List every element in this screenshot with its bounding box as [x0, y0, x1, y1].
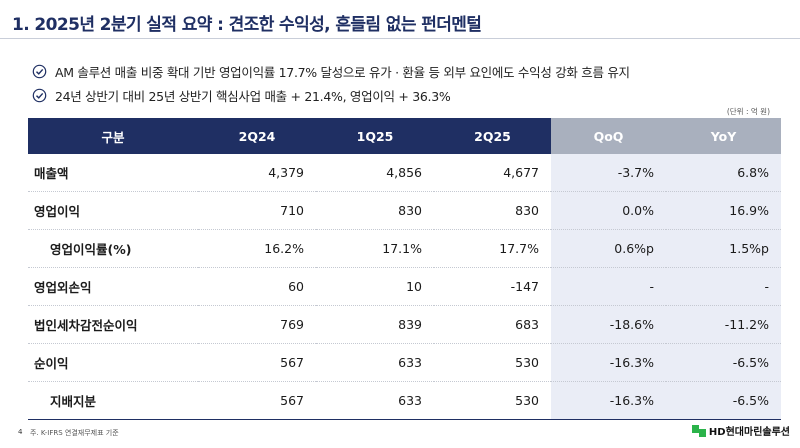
- table-cell: -6.5%: [666, 343, 781, 382]
- column-header: 1Q25: [316, 118, 434, 154]
- table-row: 영업외손익 60 10 -147 - -: [28, 267, 781, 306]
- table-cell: -147: [434, 267, 551, 306]
- table-cell: 16.9%: [666, 191, 781, 230]
- table-cell: -11.2%: [666, 305, 781, 344]
- table-cell: 769: [198, 305, 316, 344]
- table-cell: 633: [316, 381, 434, 420]
- table-cell: 567: [198, 343, 316, 382]
- table-cell: -18.6%: [551, 305, 666, 344]
- table-cell: 0.6%p: [551, 229, 666, 268]
- table-row: 영업이익 710 830 830 0.0% 16.9%: [28, 191, 781, 230]
- bullet-item-1: AM 솔루션 매출 비중 확대 기반 영업이익률 17.7% 달성으로 유가 ·…: [32, 62, 630, 81]
- table-cell: 830: [434, 191, 551, 230]
- table-cell: 567: [198, 381, 316, 420]
- table-header-row: 구분 2Q24 1Q25 2Q25 QoQ YoY: [28, 118, 781, 154]
- column-header: QoQ: [551, 118, 666, 154]
- column-header: YoY: [666, 118, 781, 154]
- check-circle-icon: [32, 64, 47, 79]
- table-cell: 17.7%: [434, 229, 551, 268]
- row-label: 매출액: [28, 154, 198, 192]
- page-title: 1. 2025년 2분기 실적 요약 : 견조한 수익성, 흔들림 없는 펀더멘…: [12, 15, 482, 35]
- table-cell: 4,677: [434, 154, 551, 192]
- results-table: 구분 2Q24 1Q25 2Q25 QoQ YoY 매출액 4,379 4,85…: [28, 118, 781, 420]
- table-cell: -16.3%: [551, 381, 666, 420]
- table-cell: 633: [316, 343, 434, 382]
- table-cell: -: [666, 267, 781, 306]
- page-number: 4: [18, 428, 23, 436]
- bullet-text-1: AM 솔루션 매출 비중 확대 기반 영업이익률 17.7% 달성으로 유가 ·…: [55, 65, 630, 80]
- table-row: 영업이익률(%) 16.2% 17.1% 17.7% 0.6%p 1.5%p: [28, 229, 781, 268]
- table-cell: -16.3%: [551, 343, 666, 382]
- footnote: 주. K-IFRS 연결재무제표 기준: [30, 429, 119, 437]
- table-cell: -3.7%: [551, 154, 666, 192]
- table-cell: 710: [198, 191, 316, 230]
- table-cell: 839: [316, 305, 434, 344]
- bullet-item-2: 24년 상반기 대비 25년 상반기 핵심사업 매출 + 21.4%, 영업이익…: [32, 86, 451, 105]
- row-label: 순이익: [28, 343, 198, 382]
- unit-note: (단위 : 억 원): [726, 107, 770, 116]
- table-cell: 1.5%p: [666, 229, 781, 268]
- table-cell: 4,856: [316, 154, 434, 192]
- column-header: 2Q25: [434, 118, 551, 154]
- table-row: 매출액 4,379 4,856 4,677 -3.7% 6.8%: [28, 154, 781, 192]
- row-label: 영업이익률(%): [28, 229, 198, 268]
- table-cell: 4,379: [198, 154, 316, 192]
- table-cell: 16.2%: [198, 229, 316, 268]
- table-cell: 17.1%: [316, 229, 434, 268]
- table-cell: 60: [198, 267, 316, 306]
- table-row: 순이익 567 633 530 -16.3% -6.5%: [28, 343, 781, 382]
- row-label: 영업외손익: [28, 267, 198, 306]
- table-cell: 530: [434, 343, 551, 382]
- table-cell: -: [551, 267, 666, 306]
- table-row: 법인세차감전순이익 769 839 683 -18.6% -11.2%: [28, 305, 781, 344]
- company-logo: HD현대마린솔루션: [691, 423, 790, 438]
- logo-text: HD현대마린솔루션: [708, 427, 790, 438]
- table-cell: 683: [434, 305, 551, 344]
- column-header: 2Q24: [198, 118, 316, 154]
- bullet-text-2: 24년 상반기 대비 25년 상반기 핵심사업 매출 + 21.4%, 영업이익…: [55, 89, 451, 104]
- table-row: 지배지분 567 633 530 -16.3% -6.5%: [28, 381, 781, 420]
- row-label: 지배지분: [28, 381, 198, 420]
- row-label: 법인세차감전순이익: [28, 305, 198, 344]
- table-cell: -6.5%: [666, 381, 781, 420]
- column-header: 구분: [28, 118, 198, 154]
- table-cell: 530: [434, 381, 551, 420]
- table-cell: 10: [316, 267, 434, 306]
- title-divider: [0, 38, 800, 39]
- table-cell: 6.8%: [666, 154, 781, 192]
- table-cell: 0.0%: [551, 191, 666, 230]
- row-label: 영업이익: [28, 191, 198, 230]
- table-cell: 830: [316, 191, 434, 230]
- logo-mark-icon: [691, 424, 706, 437]
- check-circle-icon: [32, 88, 47, 103]
